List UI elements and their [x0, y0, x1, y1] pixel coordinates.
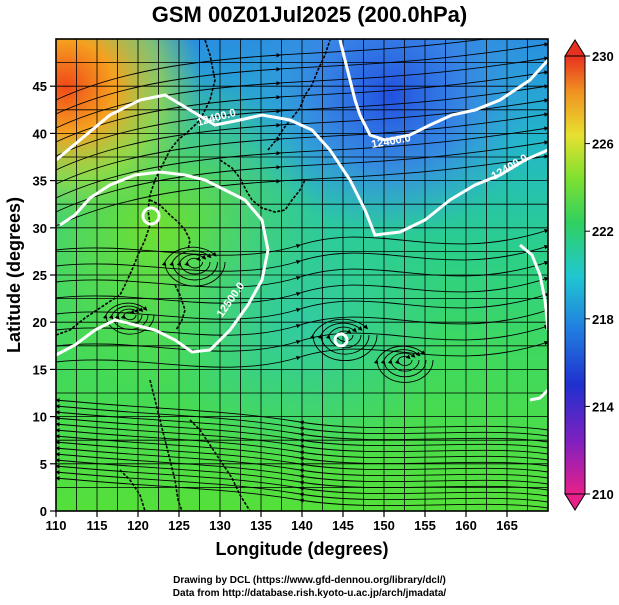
colorbar-tick-label: 218: [592, 312, 614, 327]
colorbar-tick-label: 210: [592, 487, 614, 502]
x-axis-label: Longitude (degrees): [215, 539, 388, 559]
x-tick-label: 130: [209, 518, 231, 533]
chart-title: GSM 00Z01Jul2025 (200.0hPa): [151, 2, 468, 27]
colorbar-tick-label: 226: [592, 137, 614, 152]
streamline: [56, 276, 548, 304]
y-tick-label: 40: [33, 126, 47, 141]
x-tick-label: 115: [87, 518, 108, 533]
y-axis-ticks: 0 5 10 15 20 25 30 35 40 45: [33, 79, 56, 519]
contour-ring: [333, 332, 349, 348]
y-tick-label: 20: [33, 315, 47, 330]
x-tick-label: 110: [46, 518, 67, 533]
y-tick-label: 25: [33, 268, 47, 283]
x-tick-label: 165: [496, 518, 518, 533]
contour-line-inner: [56, 170, 270, 357]
x-tick-label: 125: [168, 518, 190, 533]
streamline: [317, 322, 370, 355]
streamline: [56, 476, 548, 509]
streamline: [56, 154, 548, 227]
streamline: [56, 228, 548, 256]
y-tick-label: 15: [33, 362, 47, 377]
y-tick-label: 0: [40, 504, 47, 519]
contour-line-northeast: [338, 39, 548, 142]
streamline: [309, 318, 378, 362]
colorbar-tick-label: 230: [592, 49, 614, 64]
colorbar-tick-label: 222: [592, 224, 614, 239]
streamlines: [56, 39, 548, 509]
y-tick-label: 10: [33, 410, 47, 425]
contour-line-southeast: [529, 388, 548, 402]
x-tick-label: 145: [332, 518, 354, 533]
streamline: [56, 244, 548, 272]
x-tick-label: 140: [291, 518, 313, 533]
x-tick-label: 160: [455, 518, 477, 533]
streamline: [56, 324, 548, 352]
y-tick-label: 30: [33, 221, 47, 236]
x-tick-label: 120: [127, 518, 149, 533]
x-tick-label: 135: [250, 518, 272, 533]
streamline: [169, 250, 218, 281]
streamline: [161, 246, 226, 287]
y-tick-label: 45: [33, 79, 47, 94]
x-tick-label: 150: [373, 518, 395, 533]
credit-drawing: Drawing by DCL (https://www.gfd-dennou.o…: [173, 575, 446, 586]
streamline: [56, 308, 548, 336]
y-axis-label: Latitude (degrees): [4, 197, 24, 353]
credits: Drawing by DCL (https://www.gfd-dennou.o…: [0, 574, 619, 600]
contour-line-east: [519, 243, 548, 331]
y-tick-label: 5: [40, 457, 47, 472]
colorbar-tick-label: 214: [592, 399, 614, 414]
x-axis-ticks: 110 115 120 125 130 135 140 145 150 155 160 165: [46, 511, 518, 533]
streamline: [56, 340, 548, 368]
contour-ring-west: [141, 206, 161, 226]
streamline: [373, 345, 434, 383]
y-tick-label: 35: [33, 174, 47, 189]
contour-line-north: [56, 93, 548, 237]
streamline: [380, 349, 427, 378]
height-contours: [56, 39, 548, 402]
colorbar: 210 214 218 222 226 230: [564, 39, 614, 511]
credit-data: Data from http://database.rish.kyoto-u.a…: [172, 588, 447, 599]
streamline: [56, 260, 548, 288]
x-tick-label: 155: [414, 518, 436, 533]
